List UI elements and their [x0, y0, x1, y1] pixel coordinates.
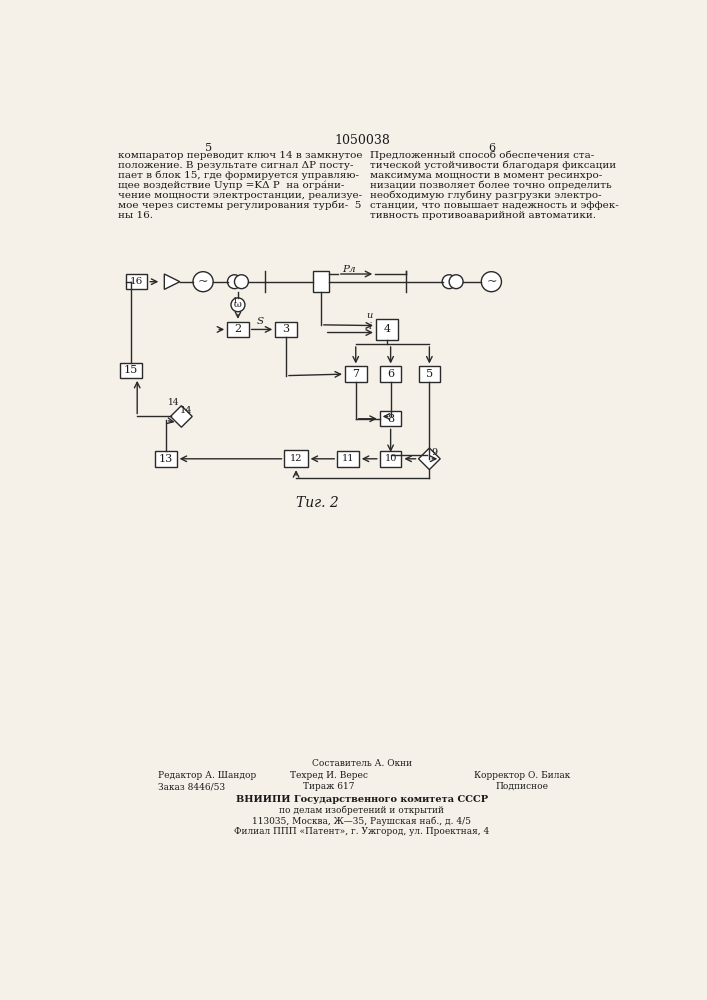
Bar — [337, 451, 359, 466]
Text: Подписное: Подписное — [496, 782, 549, 791]
Text: по делам изобретений и открытий: по делам изобретений и открытий — [279, 805, 445, 815]
Text: положение. В результате сигнал ΔP посту-: положение. В результате сигнал ΔP посту- — [118, 161, 354, 170]
Bar — [380, 366, 402, 382]
Text: Предложенный способ обеспечения ста-: Предложенный способ обеспечения ста- — [370, 151, 594, 160]
Text: 14: 14 — [168, 398, 180, 407]
Text: 1: 1 — [232, 297, 237, 305]
Text: Корректор О. Билак: Корректор О. Билак — [474, 771, 571, 780]
Text: 12: 12 — [290, 454, 303, 463]
Text: необходимую глубину разгрузки электро-: необходимую глубину разгрузки электро- — [370, 191, 602, 200]
Text: Тираж 617: Тираж 617 — [303, 782, 354, 791]
Bar — [380, 411, 402, 426]
Text: 6: 6 — [488, 143, 495, 153]
Text: 15: 15 — [124, 365, 138, 375]
Polygon shape — [164, 274, 180, 289]
Text: Τиг. 2: Τиг. 2 — [296, 496, 339, 510]
Text: Редактор А. Шандор: Редактор А. Шандор — [158, 771, 257, 780]
Bar — [227, 322, 249, 337]
Circle shape — [442, 275, 456, 289]
Bar — [284, 450, 308, 467]
Polygon shape — [170, 406, 192, 427]
Text: 14: 14 — [180, 406, 192, 415]
Text: Заказ 8446/53: Заказ 8446/53 — [158, 782, 226, 791]
Text: ВНИИПИ Государственного комитета СССР: ВНИИПИ Государственного комитета СССР — [236, 795, 488, 804]
Text: 1050038: 1050038 — [334, 134, 390, 147]
Circle shape — [231, 298, 245, 312]
Text: ~: ~ — [198, 275, 209, 288]
Text: тической устойчивости благодаря фиксации: тической устойчивости благодаря фиксации — [370, 161, 616, 170]
Text: i: i — [368, 322, 371, 331]
Text: 16: 16 — [130, 277, 143, 286]
Bar — [380, 451, 402, 466]
Bar — [275, 322, 297, 337]
Text: Рл: Рл — [343, 265, 356, 274]
Text: чение мощности электростанции, реализуе-: чение мощности электростанции, реализуе- — [118, 191, 362, 200]
Text: 5: 5 — [426, 369, 433, 379]
Circle shape — [481, 272, 501, 292]
Text: 9: 9 — [431, 448, 437, 457]
Bar — [155, 451, 177, 466]
Text: 10: 10 — [385, 454, 397, 463]
Text: максимума мощности в момент ресинхро-: максимума мощности в момент ресинхро- — [370, 171, 602, 180]
Text: 6: 6 — [387, 369, 395, 379]
Text: Составитель А. Окни: Составитель А. Окни — [312, 759, 412, 768]
Circle shape — [235, 275, 248, 289]
Bar — [419, 366, 440, 382]
Text: 4: 4 — [383, 324, 390, 334]
Bar — [345, 366, 367, 382]
Text: тивность противоаварийной автоматики.: тивность противоаварийной автоматики. — [370, 211, 596, 220]
Text: 7: 7 — [352, 369, 359, 379]
Bar — [120, 363, 142, 378]
Text: компаратор переводит ключ 14 в замкнутое: компаратор переводит ключ 14 в замкнутое — [118, 151, 362, 160]
Circle shape — [193, 272, 213, 292]
Circle shape — [449, 275, 463, 289]
Circle shape — [228, 275, 241, 289]
Polygon shape — [419, 448, 440, 470]
Text: Техред И. Верес: Техред И. Верес — [290, 771, 368, 780]
Text: S: S — [257, 317, 264, 326]
Text: щее воздействие Uупр =KΔ P  на огра́ни-: щее воздействие Uупр =KΔ P на огра́ни- — [118, 181, 344, 190]
Text: 8: 8 — [387, 414, 395, 424]
Text: 2: 2 — [235, 324, 242, 334]
Text: ω: ω — [234, 300, 242, 309]
Text: мое через системы регулирования турби-  5: мое через системы регулирования турби- 5 — [118, 201, 361, 210]
Text: низации позволяет более точно определить: низации позволяет более точно определить — [370, 181, 612, 190]
Bar — [126, 274, 147, 289]
Text: 113035, Москва, Ж—35, Раушская наб., д. 4/5: 113035, Москва, Ж—35, Раушская наб., д. … — [252, 816, 472, 826]
Text: Филиал ППП «Патент», г. Ужгород, ул. Проектная, 4: Филиал ППП «Патент», г. Ужгород, ул. Про… — [234, 827, 489, 836]
Text: 11: 11 — [341, 454, 354, 463]
Text: ~: ~ — [486, 275, 496, 288]
Text: пает в блок 15, где формируется управляю-: пает в блок 15, где формируется управляю… — [118, 171, 359, 180]
Bar — [313, 271, 329, 292]
Text: ны 16.: ны 16. — [118, 211, 153, 220]
Text: станции, что повышает надежность и эффек-: станции, что повышает надежность и эффек… — [370, 201, 619, 210]
Text: 3: 3 — [282, 324, 290, 334]
Text: 13: 13 — [159, 454, 173, 464]
Bar — [376, 319, 397, 340]
Text: 5: 5 — [205, 143, 212, 153]
Text: u: u — [366, 311, 373, 320]
